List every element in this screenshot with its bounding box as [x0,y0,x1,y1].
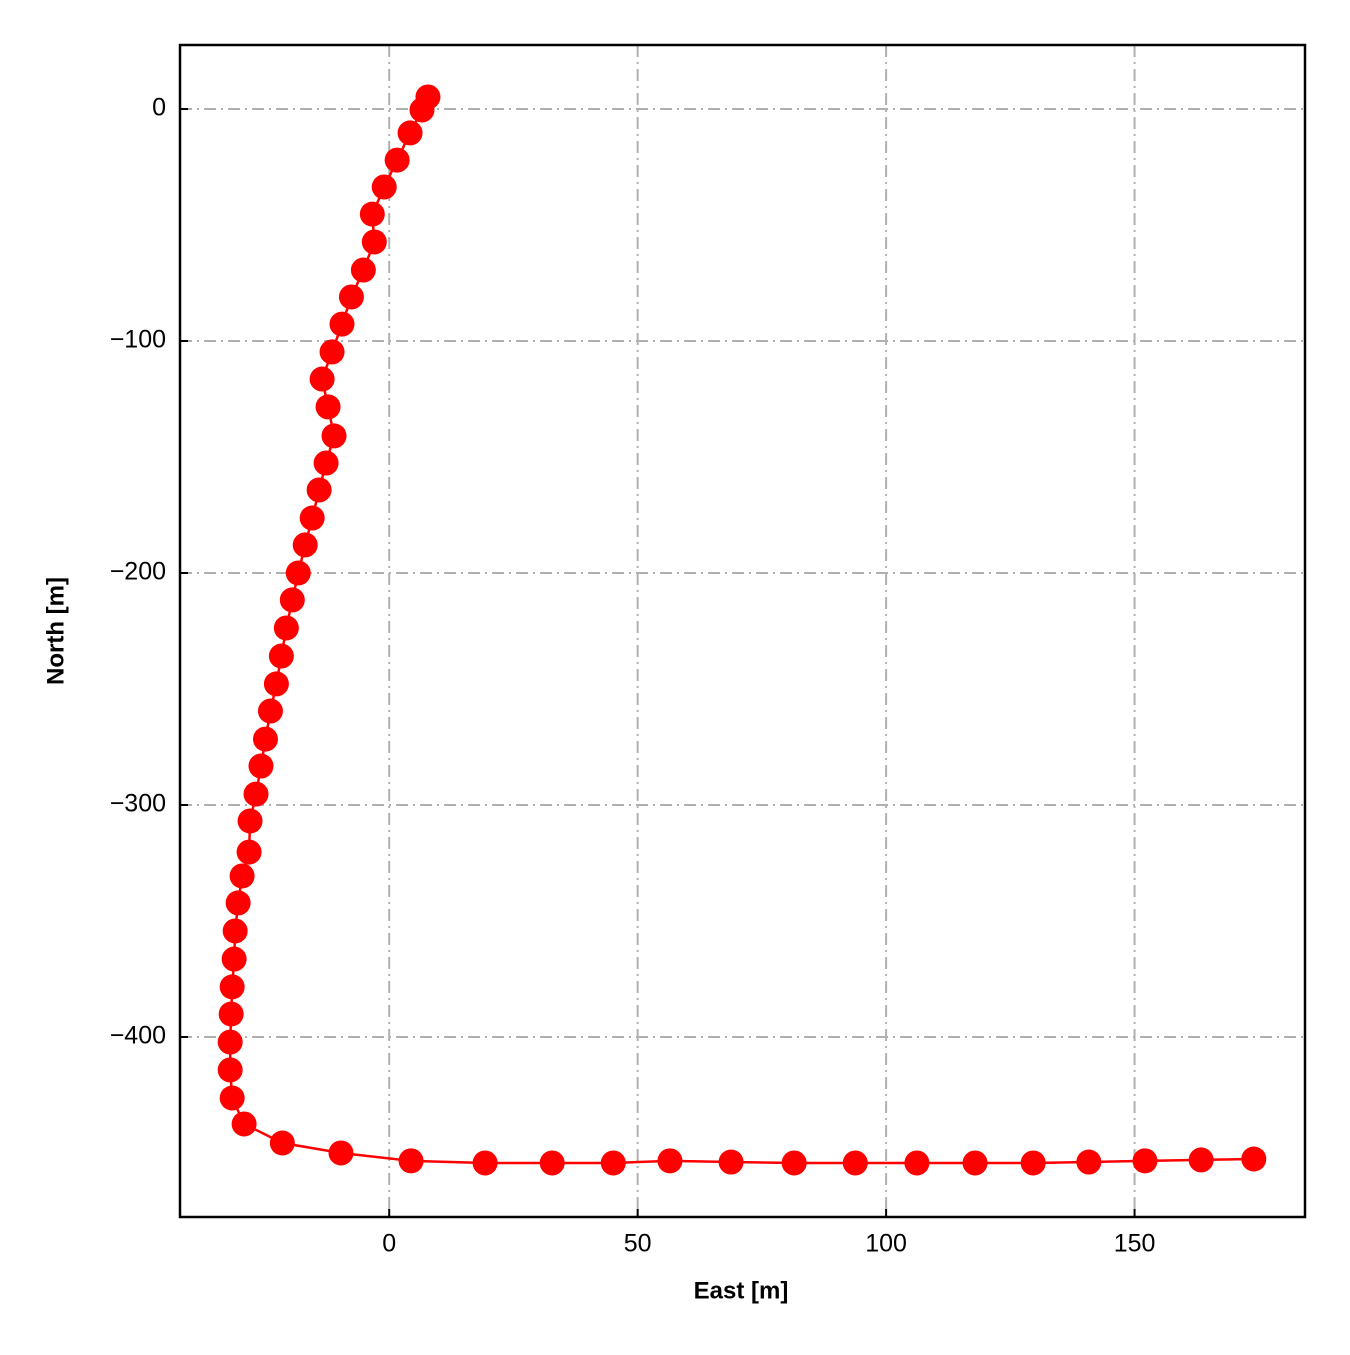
marker [319,339,345,365]
marker [600,1150,626,1176]
marker [268,643,294,669]
y-tick-label: 0 [152,94,166,122]
marker [217,1057,243,1083]
marker [231,1111,257,1137]
marker [219,974,245,1000]
marker [299,505,325,531]
marker [657,1148,683,1174]
marker [309,366,335,392]
marker [315,394,341,420]
marker [371,174,397,200]
marker [1241,1146,1267,1172]
marker [237,808,263,834]
marker [222,918,248,944]
marker [718,1149,744,1175]
x-axis-label: East [m] [694,1277,789,1304]
marker [263,671,289,697]
marker [338,284,364,310]
y-tick-label: −200 [110,558,166,586]
marker [384,147,410,173]
marker [397,120,423,146]
marker [225,890,251,916]
x-tick-label: 100 [865,1230,907,1258]
x-tick-label: 0 [382,1230,396,1258]
marker [321,423,347,449]
marker [273,615,299,641]
marker [359,201,385,227]
marker [269,1130,295,1156]
line [228,96,1254,1165]
marker [904,1150,930,1176]
marker [962,1150,988,1176]
x-tick-label: 50 [624,1230,652,1258]
marker [1132,1148,1158,1174]
marker [1020,1150,1046,1176]
marker [842,1150,868,1176]
marker [252,726,278,752]
marker [539,1150,565,1176]
marker [217,1029,243,1055]
marker [409,97,435,123]
marker [1188,1147,1214,1173]
y-tick-label: −400 [110,1022,166,1050]
marker [361,229,387,255]
marker [279,587,305,613]
marker [236,839,262,865]
marker [329,311,355,337]
marker [218,1001,244,1027]
marker [229,863,255,889]
plot-frame [178,43,1307,1219]
marker [398,1148,424,1174]
y-tick-label: −100 [110,326,166,354]
y-tick-label: −300 [110,790,166,818]
x-tick-label: 150 [1114,1230,1156,1258]
marker [285,560,311,586]
marker [1076,1149,1102,1175]
marker [243,781,269,807]
marker [221,946,247,972]
marker [257,698,283,724]
marker [313,450,339,476]
marker [350,257,376,283]
marker [248,753,274,779]
marker [472,1150,498,1176]
marker [781,1150,807,1176]
marker [219,1085,245,1111]
marker [292,532,318,558]
y-axis-label: North [m] [42,577,69,685]
marker [306,477,332,503]
marker [328,1140,354,1166]
